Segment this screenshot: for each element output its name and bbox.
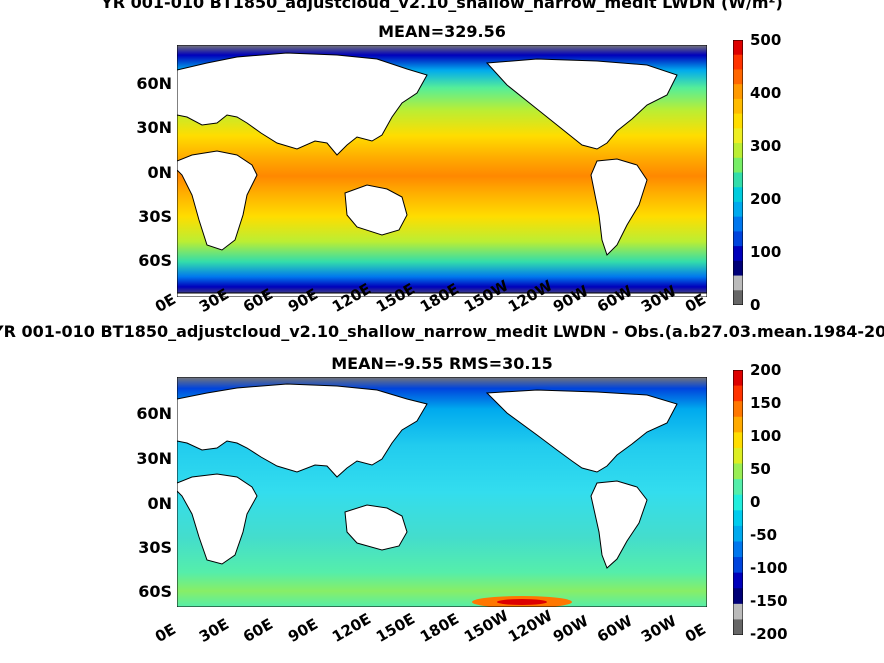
colorbar-segment xyxy=(733,54,743,70)
top-title-line1: YR 001-010 BT1850_adjustcloud_v2.10_shal… xyxy=(101,0,783,12)
bottom-lon-label: 60E xyxy=(240,614,277,646)
colorbar-segment xyxy=(733,187,743,203)
bottom-cb-neg50: -50 xyxy=(750,526,778,544)
top-cb-100: 100 xyxy=(750,243,782,261)
colorbar-segment xyxy=(733,157,743,173)
top-lat-30n: 30N xyxy=(136,118,172,137)
africa-landmass xyxy=(177,150,258,251)
bottom-title-line1: YR 001-010 BT1850_adjustcloud_v2.10_shal… xyxy=(0,322,884,341)
bottom-lon-label: 30E xyxy=(196,614,233,646)
antarctica-landmass xyxy=(177,292,707,297)
colorbar-segment xyxy=(733,385,743,402)
eurasia-landmass xyxy=(177,383,428,478)
colorbar-segment xyxy=(733,479,743,496)
bottom-lon-label: 120W xyxy=(505,606,556,646)
colorbar-segment xyxy=(733,494,743,511)
top-lat-60n: 60N xyxy=(136,74,172,93)
colorbar-segment xyxy=(733,510,743,527)
north-america-landmass xyxy=(485,58,678,150)
bottom-lon-label: 120E xyxy=(328,609,374,646)
colorbar-segment xyxy=(733,370,743,387)
colorbar-segment xyxy=(733,290,743,305)
bottom-cb-200: 200 xyxy=(750,361,782,379)
colorbar-segment xyxy=(733,40,743,56)
bottom-lon-label: 90W xyxy=(549,611,591,646)
top-cb-400: 400 xyxy=(750,84,782,102)
bottom-cb-neg200: -200 xyxy=(750,625,788,643)
top-map xyxy=(177,45,707,297)
top-lat-30s: 30S xyxy=(138,207,172,226)
top-cb-500: 500 xyxy=(750,31,782,49)
colorbar-segment xyxy=(733,246,743,262)
colorbar-segment xyxy=(733,432,743,449)
australia-landmass xyxy=(344,184,408,236)
bottom-cb-0: 0 xyxy=(750,493,761,511)
bottom-lon-label: 150E xyxy=(372,609,418,646)
bottom-lat-60n: 60N xyxy=(136,404,172,423)
top-title-line2: MEAN=329.56 xyxy=(378,22,506,41)
colorbar-segment xyxy=(733,416,743,433)
colorbar-segment xyxy=(733,113,743,129)
colorbar-segment xyxy=(733,557,743,574)
bottom-lon-label: 0E xyxy=(682,620,709,646)
bottom-map xyxy=(177,377,707,607)
bottom-cb-150: 150 xyxy=(750,394,782,412)
bottom-lon-label: 30W xyxy=(637,611,680,646)
colorbar-segment xyxy=(733,572,743,589)
bottom-lon-label: 180E xyxy=(417,609,462,646)
bottom-title-line2: MEAN=-9.55 RMS=30.15 xyxy=(331,354,553,373)
top-cb-200: 200 xyxy=(750,190,782,208)
top-colorbar xyxy=(733,40,743,305)
bottom-cb-100: 100 xyxy=(750,427,782,445)
colorbar-segment xyxy=(733,588,743,605)
bottom-cb-neg100: -100 xyxy=(750,559,788,577)
colorbar-segment xyxy=(733,525,743,542)
bottom-cb-neg150: -150 xyxy=(750,592,788,610)
north-america-landmass xyxy=(485,389,678,473)
bottom-lat-30n: 30N xyxy=(136,449,172,468)
colorbar-segment xyxy=(733,128,743,144)
colorbar-segment xyxy=(733,463,743,480)
top-lat-60s: 60S xyxy=(138,251,172,270)
colorbar-segment xyxy=(733,603,743,620)
bottom-lat-30s: 30S xyxy=(138,538,172,557)
colorbar-segment xyxy=(733,69,743,85)
colorbar-segment xyxy=(733,275,743,291)
bottom-cb-50: 50 xyxy=(750,460,771,478)
colorbar-segment xyxy=(733,216,743,232)
colorbar-segment xyxy=(733,143,743,159)
colorbar-segment xyxy=(733,84,743,100)
africa-landmass xyxy=(177,473,258,565)
colorbar-segment xyxy=(733,401,743,418)
eurasia-landmass xyxy=(177,52,428,156)
colorbar-segment xyxy=(733,231,743,247)
colorbar-segment xyxy=(733,98,743,115)
colorbar-segment xyxy=(733,172,743,188)
bottom-lon-label: 90E xyxy=(284,614,321,646)
bottom-colorbar xyxy=(733,370,743,635)
colorbar-segment xyxy=(733,447,743,465)
bottom-lon-label: 60W xyxy=(593,611,636,646)
bottom-lat-60s: 60S xyxy=(138,582,172,601)
colorbar-segment xyxy=(733,541,743,558)
bottom-lat-0n: 0N xyxy=(147,494,172,513)
bottom-lon-label: 0E xyxy=(152,620,179,646)
top-lon-label: 0E xyxy=(152,290,179,316)
south-america-landmass xyxy=(590,158,648,256)
south-america-landmass xyxy=(590,480,648,569)
australia-landmass xyxy=(344,504,408,551)
colorbar-segment xyxy=(733,201,743,218)
top-cb-300: 300 xyxy=(750,137,782,155)
colorbar-segment xyxy=(733,260,743,277)
top-lat-0n: 0N xyxy=(147,163,172,182)
top-cb-0: 0 xyxy=(750,296,761,314)
bottom-lon-label: 150W xyxy=(461,606,512,646)
colorbar-segment xyxy=(733,619,743,635)
